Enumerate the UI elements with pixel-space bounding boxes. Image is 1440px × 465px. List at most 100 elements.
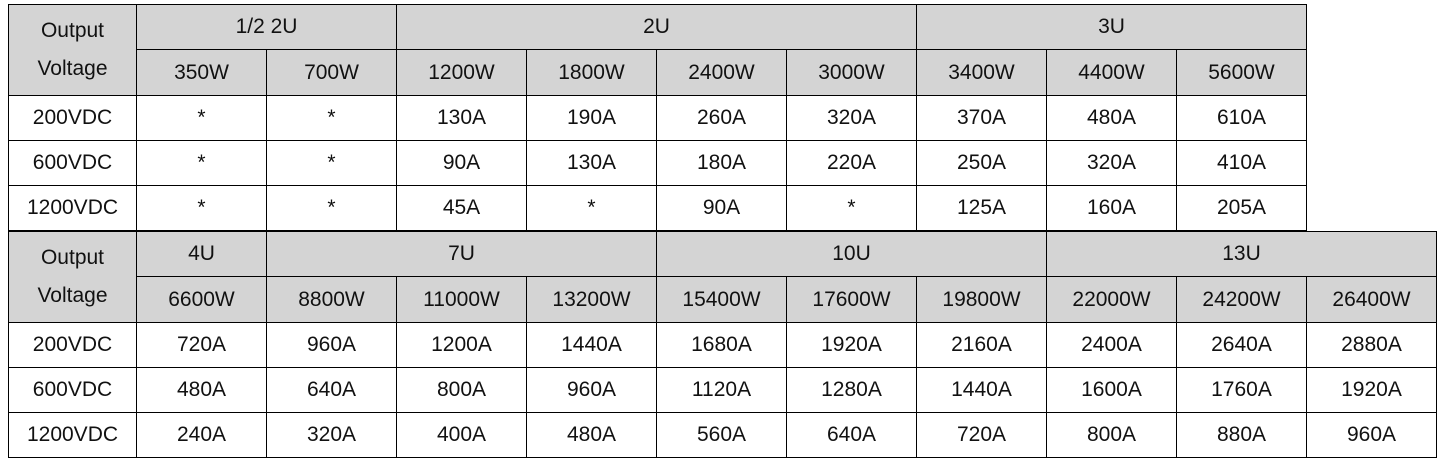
current-cell: 1920A (1306, 367, 1437, 413)
current-cell: 410A (1176, 140, 1307, 186)
voltage-cell: 600VDC (8, 140, 137, 186)
current-cell: 1760A (1176, 367, 1307, 413)
current-cell: 125A (916, 185, 1047, 231)
current-cell: 640A (266, 367, 397, 413)
current-cell: * (136, 185, 267, 231)
current-cell: 720A (916, 412, 1047, 458)
current-cell: 2160A (916, 322, 1047, 368)
table-row: 1200VDC 240A 320A 400A 480A 560A 640A 72… (8, 412, 1437, 458)
current-cell: 1680A (656, 322, 787, 368)
current-cell: 720A (136, 322, 267, 368)
current-cell: 480A (136, 367, 267, 413)
group-header: 10U (656, 231, 1047, 277)
current-cell: 1280A (786, 367, 917, 413)
power-header: 1800W (526, 49, 657, 96)
voltage-cell: 200VDC (8, 95, 137, 141)
current-cell: * (786, 185, 917, 231)
table-row: 200VDC * * 130A 190A 260A 320A 370A 480A… (8, 95, 1437, 141)
power-header-row: 6600W 8800W 11000W 13200W 15400W 17600W … (9, 276, 1437, 323)
voltage-cell: 1200VDC (8, 185, 137, 231)
current-cell: 1920A (786, 322, 917, 368)
current-cell: 1600A (1046, 367, 1177, 413)
current-cell: 130A (526, 140, 657, 186)
group-header-row: Output Voltage 1/2 2U 2U 3U (8, 4, 1437, 96)
label-line-2: Voltage (37, 57, 108, 80)
current-cell: 190A (526, 95, 657, 141)
label-line-2: Voltage (37, 284, 108, 307)
current-cell: 1120A (656, 367, 787, 413)
current-cell: * (526, 185, 657, 231)
table-row: 600VDC * * 90A 130A 180A 220A 250A 320A … (8, 140, 1437, 186)
current-cell: 2640A (1176, 322, 1307, 368)
output-voltage-label: Output Voltage (8, 231, 137, 323)
power-header: 3400W (916, 49, 1047, 96)
current-cell: * (136, 95, 267, 141)
empty-cell (1307, 50, 1437, 96)
power-header: 3000W (786, 49, 917, 96)
voltage-cell: 1200VDC (8, 412, 137, 458)
current-cell: 400A (396, 412, 527, 458)
current-cell: 560A (656, 412, 787, 458)
table-row: 200VDC 720A 960A 1200A 1440A 1680A 1920A… (8, 322, 1437, 368)
current-cell: 220A (786, 140, 917, 186)
current-cell: 960A (266, 322, 397, 368)
power-header: 15400W (656, 276, 787, 323)
current-cell: 960A (526, 367, 657, 413)
current-cell: * (266, 95, 397, 141)
power-header: 11000W (396, 276, 527, 323)
empty-cell (1307, 5, 1437, 50)
current-cell: 90A (396, 140, 527, 186)
current-cell: 800A (396, 367, 527, 413)
current-cell: 480A (526, 412, 657, 458)
current-table-top: Output Voltage 1/2 2U 2U 3U 350W 700W 12… (8, 4, 1437, 231)
label-line-1: Output (40, 19, 105, 42)
current-cell: * (266, 185, 397, 231)
power-header-row: 350W 700W 1200W 1800W 2400W 3000W 3400W … (9, 49, 1437, 96)
current-cell: 960A (1306, 412, 1437, 458)
current-cell: 2400A (1046, 322, 1177, 368)
power-header: 2400W (656, 49, 787, 96)
current-cell: 480A (1046, 95, 1177, 141)
power-header: 1200W (396, 49, 527, 96)
group-header-row: Output Voltage 4U 7U 10U 13U (8, 231, 1437, 323)
current-cell: 2880A (1306, 322, 1437, 368)
current-cell: 90A (656, 185, 787, 231)
group-header: 7U (266, 231, 657, 277)
current-cell: 45A (396, 185, 527, 231)
current-cell: 320A (786, 95, 917, 141)
group-header: 1/2 2U (136, 4, 397, 50)
voltage-cell: 200VDC (8, 322, 137, 368)
current-cell: 130A (396, 95, 527, 141)
group-header: 13U (1046, 231, 1437, 277)
current-cell: 205A (1176, 185, 1307, 231)
group-header: 4U (136, 231, 267, 277)
current-cell: 260A (656, 95, 787, 141)
power-header: 5600W (1176, 49, 1307, 96)
table-row: 1200VDC * * 45A * 90A * 125A 160A 205A (8, 185, 1437, 231)
current-cell: 610A (1176, 95, 1307, 141)
voltage-cell: 600VDC (8, 367, 137, 413)
current-cell: 370A (916, 95, 1047, 141)
empty-cell (1307, 186, 1437, 231)
power-header: 13200W (526, 276, 657, 323)
power-header: 22000W (1046, 276, 1177, 323)
power-header: 26400W (1306, 276, 1437, 323)
current-cell: 160A (1046, 185, 1177, 231)
current-cell: 1440A (916, 367, 1047, 413)
current-cell: * (136, 140, 267, 186)
power-header: 8800W (266, 276, 397, 323)
current-cell: 320A (266, 412, 397, 458)
power-header: 24200W (1176, 276, 1307, 323)
current-cell: 1440A (526, 322, 657, 368)
empty-cell (1307, 141, 1437, 186)
power-header: 19800W (916, 276, 1047, 323)
current-cell: 180A (656, 140, 787, 186)
power-header: 350W (136, 49, 267, 96)
current-cell: 880A (1176, 412, 1307, 458)
current-table-bottom: Output Voltage 4U 7U 10U 13U 6600W 8800W… (8, 231, 1437, 458)
current-cell: 250A (916, 140, 1047, 186)
current-cell: 320A (1046, 140, 1177, 186)
current-cell: * (266, 140, 397, 186)
group-header: 2U (396, 4, 917, 50)
power-header: 4400W (1046, 49, 1177, 96)
